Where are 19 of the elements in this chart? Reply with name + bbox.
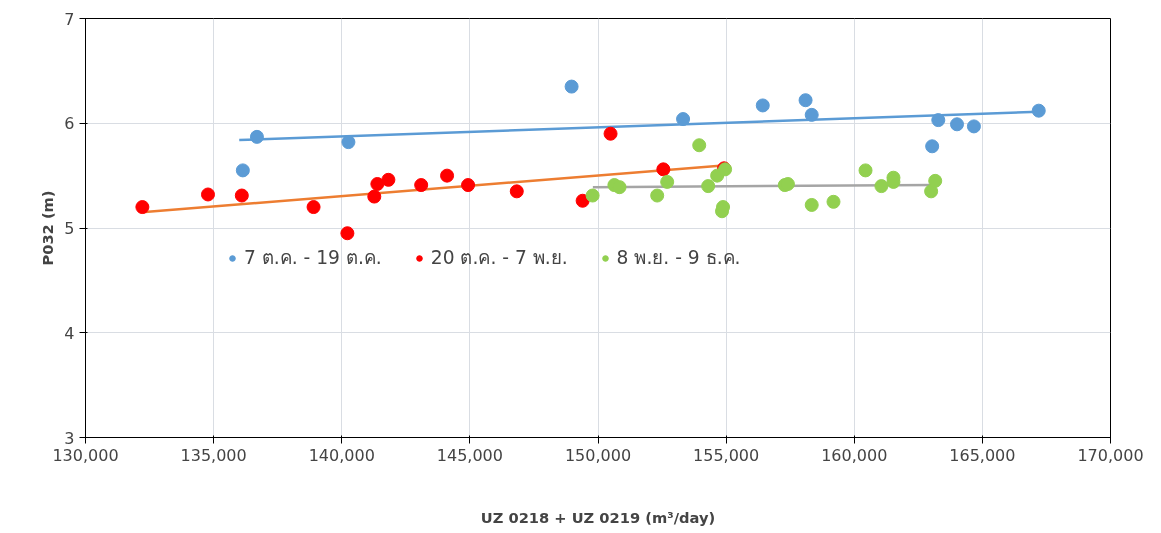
legend-label: 7 ต.ค. - 19 ต.ค. <box>244 246 382 270</box>
x-tick-label: 155,000 <box>693 445 760 465</box>
x-tick-label: 130,000 <box>52 445 119 465</box>
x-tick-label: 170,000 <box>1077 445 1144 465</box>
y-tick-label: 7 <box>64 9 75 29</box>
x-tick-label: 150,000 <box>564 445 632 465</box>
x-axis-title: UZ 0218 + UZ 0219 (m³/day) <box>480 508 716 526</box>
x-tick-label: 145,000 <box>436 445 503 465</box>
y-tick-label: 4 <box>64 323 75 343</box>
y-tick-label: 3 <box>64 428 75 448</box>
x-tick-label: 165,000 <box>949 445 1016 465</box>
y-tick-label: 5 <box>64 219 75 238</box>
x-tick-label: 160,000 <box>821 445 888 465</box>
x-tick-label: 140,000 <box>308 445 375 465</box>
y-axis-title: P032 (m) <box>39 190 57 266</box>
x-tick-label: 135,000 <box>180 445 247 465</box>
y-tick-label: 6 <box>64 114 75 134</box>
legend-label: 20 ต.ค. - 7 พ.ย. <box>430 246 568 270</box>
legend-label: 8 พ.ย. - 9 ธ.ค. <box>616 246 741 270</box>
